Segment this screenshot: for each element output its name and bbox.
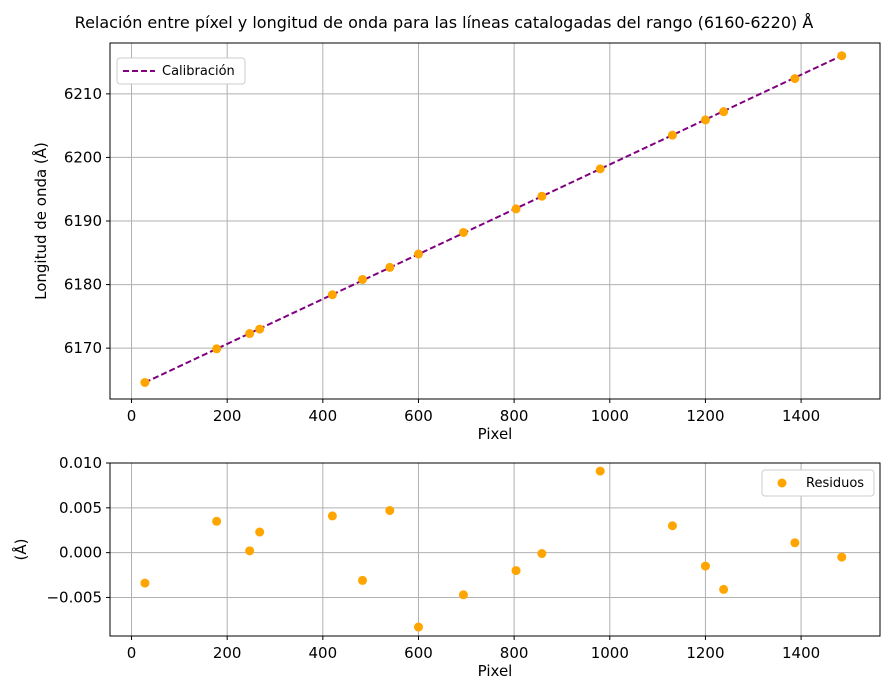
residuals-legend-box (761, 469, 875, 497)
residual-data-point (327, 511, 337, 521)
y-tick-label: −0.005 (46, 588, 102, 606)
calibration-data-point (212, 344, 222, 354)
calibration-data-point (358, 274, 368, 284)
x-tick-label: 600 (404, 407, 433, 425)
residual-data-point (537, 549, 547, 559)
residual-data-point (358, 575, 368, 585)
calibration-data-point (790, 74, 800, 84)
residual-data-point (255, 527, 265, 537)
calibration-ticks: 0 200 400 600 800 1000 1200 1400 6170 6180 6190 620… (64, 85, 820, 425)
y-tick-label: 0.005 (59, 499, 102, 517)
calibration-data-point (385, 262, 395, 272)
residuals-y-axis-label: (Å) (11, 539, 30, 561)
residual-data-point (700, 561, 710, 571)
calibration-data-point (255, 324, 265, 334)
calibration-data-point (327, 290, 337, 300)
residual-data-point (458, 590, 468, 600)
calibration-data-point (719, 107, 729, 117)
residuals-legend-marker-swatch (777, 478, 787, 488)
calibration-legend-box (116, 57, 246, 85)
x-tick-label: 0 (127, 644, 137, 662)
calibration-data-point (413, 249, 423, 259)
y-tick-label: 0.010 (59, 454, 102, 472)
calibration-data-point (537, 191, 547, 201)
calibration-data-point (511, 204, 521, 214)
calibration-plot: 0 200 400 600 800 1000 1200 1400 6170 6180 6190 620… (31, 42, 881, 443)
calibration-marks (140, 51, 847, 387)
calibration-data-point (667, 130, 677, 140)
x-tick-label: 1000 (591, 644, 629, 662)
residuals-plot: 0 200 400 600 800 1000 1200 1400 0.010 0.005 0.000… (11, 454, 881, 680)
calibration-data-point (458, 227, 468, 237)
calibration-grid (110, 43, 880, 399)
residual-data-point (667, 521, 677, 531)
y-tick-label: 6200 (64, 148, 102, 166)
residuals-legend-label: Residuos (806, 476, 864, 491)
x-tick-label: 200 (213, 407, 242, 425)
calibration-legend: Calibración (116, 57, 246, 85)
residuals-x-axis-label: Pixel (478, 662, 513, 680)
x-tick-label: 400 (309, 407, 338, 425)
residual-data-point (595, 466, 605, 476)
residuals-marks (140, 466, 847, 632)
x-tick-label: 1400 (782, 644, 820, 662)
calibration-data-point (140, 377, 150, 387)
y-tick-label: 6180 (64, 276, 102, 294)
y-tick-label: 6190 (64, 212, 102, 230)
calibration-data-point (595, 164, 605, 174)
residual-data-point (245, 546, 255, 556)
residuals-ticks: 0 200 400 600 800 1000 1200 1400 0.010 0.005 0.000… (46, 454, 820, 662)
x-tick-label: 1200 (686, 407, 724, 425)
residual-data-point (719, 584, 729, 594)
chart-title: Relación entre píxel y longitud de onda … (75, 13, 814, 32)
y-tick-label: 6170 (64, 339, 102, 357)
residual-data-point (140, 578, 150, 588)
calibration-data-point (700, 115, 710, 125)
x-tick-label: 1400 (782, 407, 820, 425)
calibration-data-point (837, 51, 847, 61)
x-tick-label: 800 (500, 644, 529, 662)
residual-data-point (385, 506, 395, 516)
x-tick-label: 400 (309, 644, 338, 662)
residual-data-point (212, 516, 222, 526)
calibration-x-axis-label: Pixel (478, 425, 513, 443)
residuals-frame (109, 462, 881, 637)
y-tick-label: 6210 (64, 85, 102, 103)
residual-data-point (790, 538, 800, 548)
residual-data-point (413, 622, 423, 632)
x-tick-label: 800 (500, 407, 529, 425)
x-tick-label: 1000 (591, 407, 629, 425)
residual-data-point (511, 566, 521, 576)
calibration-legend-label: Calibración (162, 64, 235, 79)
residual-data-point (837, 552, 847, 562)
calibration-data-point (245, 329, 255, 339)
calibration-y-axis-label: Longitud de onda (Å) (31, 142, 50, 300)
y-tick-label: 0.000 (59, 544, 102, 562)
residuals-legend: Residuos (761, 469, 875, 497)
x-tick-label: 1200 (686, 644, 724, 662)
x-tick-label: 600 (404, 644, 433, 662)
x-tick-label: 200 (213, 644, 242, 662)
x-tick-label: 0 (127, 407, 137, 425)
